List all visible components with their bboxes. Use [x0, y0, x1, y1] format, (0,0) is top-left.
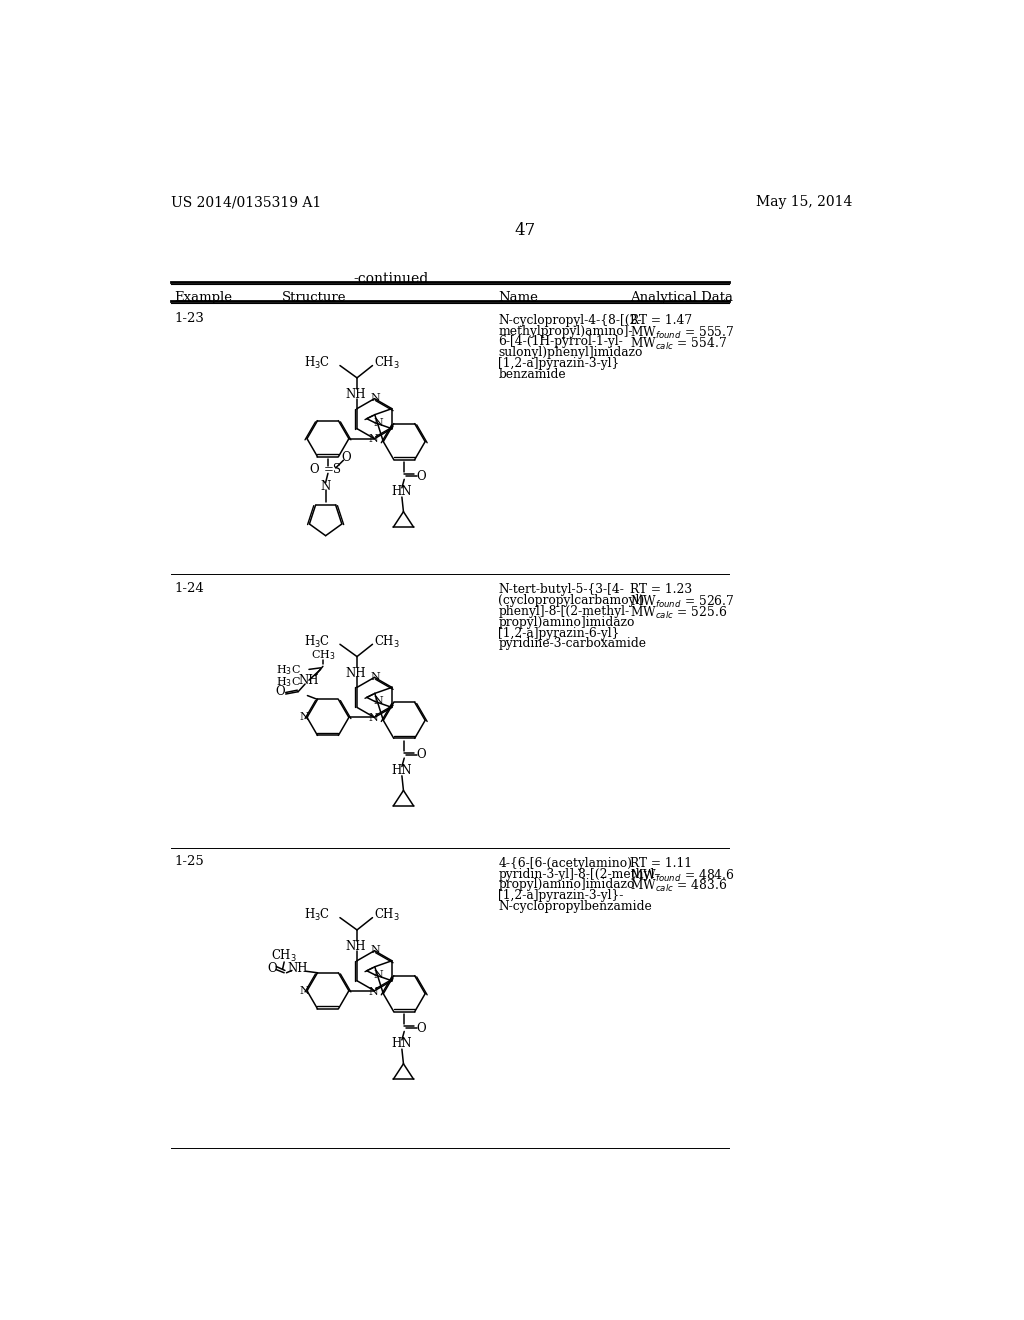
Text: propyl)amino]imidazo: propyl)amino]imidazo: [499, 878, 635, 891]
Text: HN: HN: [391, 1038, 412, 1051]
Text: pyridin-3-yl]-8-[(2-methyl-: pyridin-3-yl]-8-[(2-methyl-: [499, 867, 659, 880]
Text: MW$_{calc}$ = 483.6: MW$_{calc}$ = 483.6: [630, 878, 727, 895]
Text: O: O: [417, 1022, 426, 1035]
Text: -continued: -continued: [354, 272, 429, 286]
Text: MW$_{found}$ = 484.6: MW$_{found}$ = 484.6: [630, 867, 735, 883]
Text: MW$_{calc}$ = 525.6: MW$_{calc}$ = 525.6: [630, 605, 727, 622]
Text: N: N: [374, 970, 384, 979]
Text: N: N: [300, 986, 309, 995]
Text: (cyclopropylcarbamoyl): (cyclopropylcarbamoyl): [499, 594, 645, 607]
Text: O: O: [417, 748, 426, 762]
Text: NH: NH: [345, 388, 366, 401]
Text: N-cyclopropyl-4-{8-[(2-: N-cyclopropyl-4-{8-[(2-: [499, 314, 642, 327]
Text: O: O: [417, 470, 426, 483]
Text: [1,2-a]pyrazin-6-yl}: [1,2-a]pyrazin-6-yl}: [499, 627, 620, 640]
Text: N: N: [300, 713, 309, 722]
Text: May 15, 2014: May 15, 2014: [756, 195, 852, 210]
Text: N: N: [371, 945, 380, 954]
Text: O: O: [341, 451, 350, 465]
Text: 6-[4-(1H-pyrrol-1-yl-: 6-[4-(1H-pyrrol-1-yl-: [499, 335, 624, 348]
Text: MW$_{found}$ = 526.7: MW$_{found}$ = 526.7: [630, 594, 734, 610]
Text: N: N: [321, 480, 331, 492]
Text: [1,2-a]pyrazin-3-yl}: [1,2-a]pyrazin-3-yl}: [499, 358, 620, 370]
Text: NH: NH: [345, 667, 366, 680]
Text: CH$_3$: CH$_3$: [374, 907, 400, 924]
Text: CH$_3$: CH$_3$: [310, 648, 335, 663]
Text: H$_3$C: H$_3$C: [304, 907, 331, 924]
Text: N-tert-butyl-5-{3-[4-: N-tert-butyl-5-{3-[4-: [499, 583, 625, 597]
Text: 1-23: 1-23: [174, 313, 205, 326]
Text: NH: NH: [345, 940, 366, 953]
Text: Analytical Data: Analytical Data: [630, 290, 733, 304]
Text: RT = 1.47: RT = 1.47: [630, 314, 692, 327]
Text: phenyl]-8-[(2-methyl-: phenyl]-8-[(2-methyl-: [499, 605, 630, 618]
Text: CH$_3$: CH$_3$: [374, 634, 400, 649]
Text: benzamide: benzamide: [499, 368, 566, 381]
Text: N: N: [371, 672, 380, 681]
Text: propyl)amino]imidazo: propyl)amino]imidazo: [499, 615, 635, 628]
Text: RT = 1.23: RT = 1.23: [630, 583, 692, 597]
Text: methylpropyl)amino]-: methylpropyl)amino]-: [499, 325, 633, 338]
Text: 4-{6-[6-(acetylamino): 4-{6-[6-(acetylamino): [499, 857, 633, 870]
Text: CH$_3$: CH$_3$: [271, 948, 297, 964]
Text: N: N: [369, 713, 379, 723]
Text: =S: =S: [324, 463, 342, 477]
Text: N: N: [374, 417, 384, 428]
Text: Example: Example: [174, 290, 232, 304]
Text: H$_3$C: H$_3$C: [304, 355, 331, 371]
Text: MW$_{found}$ = 555.7: MW$_{found}$ = 555.7: [630, 325, 734, 341]
Text: HN: HN: [391, 764, 412, 777]
Text: Structure: Structure: [282, 290, 346, 304]
Text: Name: Name: [499, 290, 539, 304]
Text: sulonyl)phenyl]imidazo: sulonyl)phenyl]imidazo: [499, 346, 643, 359]
Text: N-cyclopropylbenzamide: N-cyclopropylbenzamide: [499, 900, 652, 913]
Text: H$_3$C: H$_3$C: [276, 663, 301, 677]
Text: 1-25: 1-25: [174, 855, 204, 869]
Text: 1-24: 1-24: [174, 582, 204, 595]
Text: O: O: [275, 685, 285, 698]
Text: MW$_{calc}$ = 554.7: MW$_{calc}$ = 554.7: [630, 335, 727, 351]
Text: N: N: [369, 986, 379, 997]
Text: HN: HN: [391, 486, 412, 498]
Text: H$_3$C: H$_3$C: [276, 675, 301, 689]
Text: US 2014/0135319 A1: US 2014/0135319 A1: [171, 195, 321, 210]
Text: 47: 47: [514, 222, 536, 239]
Text: NH: NH: [299, 673, 319, 686]
Text: N: N: [369, 434, 379, 445]
Text: pyridine-3-carboxamide: pyridine-3-carboxamide: [499, 638, 646, 651]
Text: O: O: [267, 962, 278, 975]
Text: [1,2-a]pyrazin-3-yl}-: [1,2-a]pyrazin-3-yl}-: [499, 890, 624, 902]
Text: H$_3$C: H$_3$C: [304, 634, 331, 649]
Text: RT = 1.11: RT = 1.11: [630, 857, 692, 870]
Text: N: N: [371, 393, 380, 403]
Text: N: N: [374, 697, 384, 706]
Text: CH$_3$: CH$_3$: [374, 355, 400, 371]
Text: O: O: [309, 463, 318, 477]
Text: NH: NH: [288, 962, 308, 975]
